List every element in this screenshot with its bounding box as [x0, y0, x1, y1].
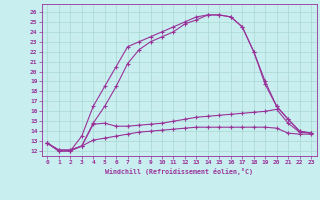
X-axis label: Windchill (Refroidissement éolien,°C): Windchill (Refroidissement éolien,°C): [105, 168, 253, 175]
